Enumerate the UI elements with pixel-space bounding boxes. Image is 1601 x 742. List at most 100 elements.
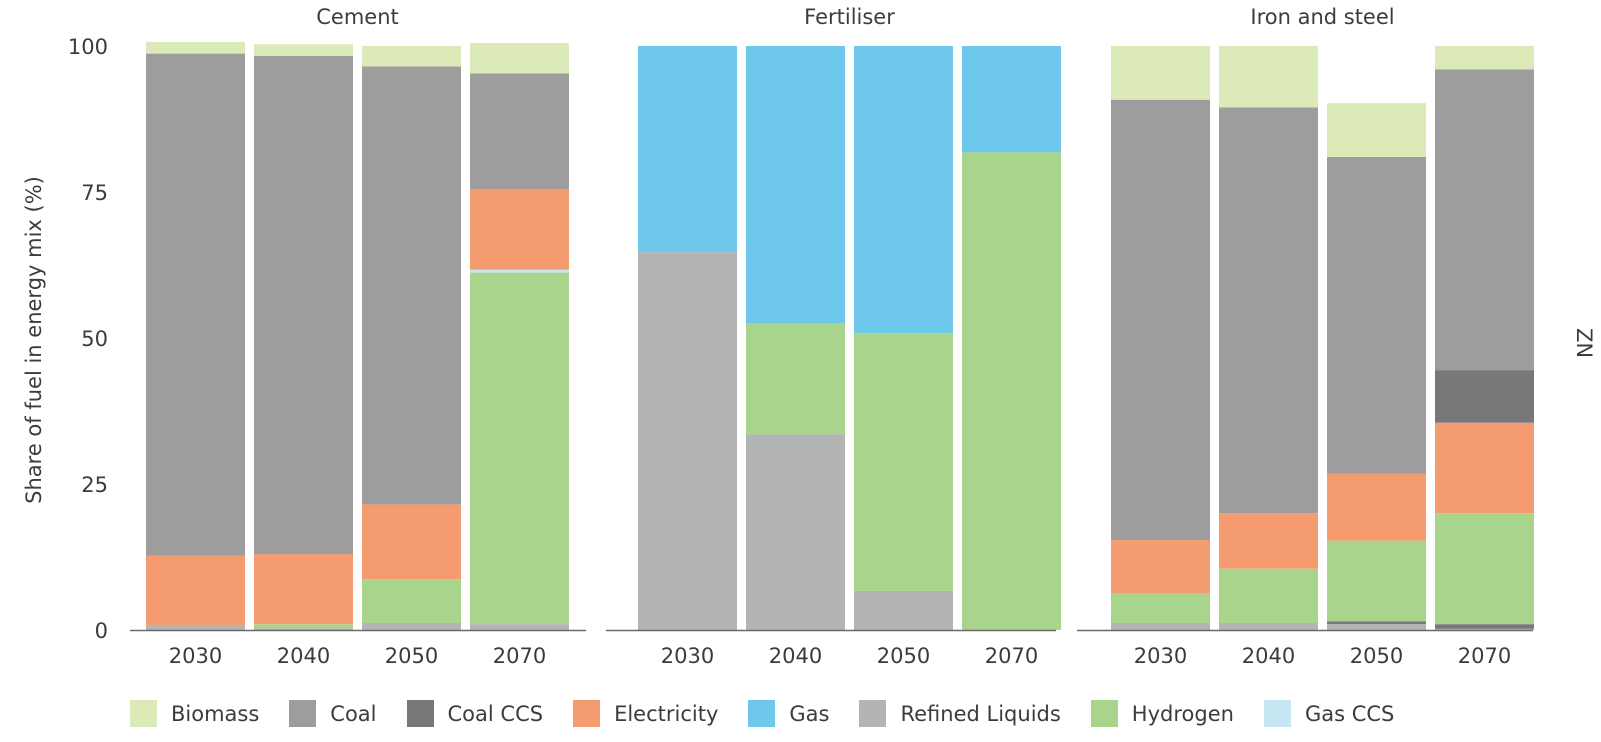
legend-label: Refined Liquids <box>900 701 1061 726</box>
legend-swatch <box>289 700 317 727</box>
segment-refined-liquids <box>254 628 353 630</box>
segment-refined-liquids <box>854 590 953 630</box>
segment-electricity <box>254 554 353 625</box>
x-tick-label: 2040 <box>769 644 822 668</box>
bar-2070 <box>962 46 1061 630</box>
legend-item: Gas CCS <box>1263 700 1395 727</box>
segment-electricity <box>1327 473 1426 541</box>
segment-electricity <box>362 504 461 580</box>
x-tick-label: 2070 <box>1458 644 1511 668</box>
segment-electricity <box>1111 540 1210 594</box>
y-tick-label: 0 <box>95 619 108 643</box>
legend-swatch <box>859 700 887 727</box>
legend-swatch <box>573 700 601 727</box>
segment-hydrogen <box>470 272 569 625</box>
segment-biomass <box>1111 46 1210 100</box>
segment-biomass <box>1219 46 1318 108</box>
segment-biomass <box>146 41 245 54</box>
segment-hydrogen <box>1111 593 1210 623</box>
x-tick-label: 2050 <box>1350 644 1403 668</box>
legend-item: Electricity <box>573 700 718 727</box>
segment-gas-ccs <box>470 269 569 273</box>
segment-refined-liquids <box>470 624 569 630</box>
segment-hydrogen <box>746 323 845 435</box>
segment-refined-liquids <box>1327 624 1426 630</box>
bar-2040 <box>1219 46 1318 630</box>
panels: Cement 2030 2040 2050 2070 Fertiliser 2030 2040… <box>130 5 1534 668</box>
segment-electricity <box>1219 513 1318 569</box>
bar-2070 <box>470 43 569 630</box>
bar-2040 <box>746 46 845 630</box>
segment-refined-liquids <box>362 622 461 630</box>
panel-iron-and-steel: Iron and steel 2030 2040 2050 2070 <box>1077 5 1534 668</box>
bar-2030 <box>1111 46 1210 630</box>
legend-label: Electricity <box>614 701 719 726</box>
segment-refined-liquids <box>1435 628 1534 630</box>
bar-2050 <box>362 46 461 630</box>
x-tick-label: 2050 <box>877 644 930 668</box>
legend-item: Coal CCS <box>406 700 544 727</box>
y-axis: 0 25 50 75 100 <box>68 35 108 643</box>
legend-label: Gas CCS <box>1304 701 1395 726</box>
segment-gas <box>854 46 953 334</box>
panel-cement: Cement 2030 2040 2050 2070 <box>130 5 586 668</box>
segment-refined-liquids <box>1111 622 1210 630</box>
segment-coal-ccs <box>1435 370 1534 423</box>
legend: Biomass Coal Coal CCS Electricity Gas Refined… <box>130 700 1424 727</box>
legend-label: Coal CCS <box>447 701 544 726</box>
x-tick-label: 2070 <box>985 644 1038 668</box>
segment-electricity <box>1435 422 1534 514</box>
segment-hydrogen <box>1327 540 1426 622</box>
segment-coal <box>470 73 569 190</box>
segment-biomass <box>470 43 569 74</box>
segment-biomass <box>362 46 461 67</box>
x-tick-label: 2070 <box>493 644 546 668</box>
bar-2040 <box>254 44 353 630</box>
segment-coal <box>1435 69 1534 371</box>
y-tick-label: 100 <box>68 35 108 59</box>
legend-label: Biomass <box>171 701 260 726</box>
segment-coal <box>1327 156 1426 474</box>
x-tick-label: 2030 <box>1134 644 1187 668</box>
legend-item: Gas <box>748 700 829 727</box>
legend-label: Gas <box>789 701 830 726</box>
panel-title: Cement <box>316 5 399 29</box>
x-tick-label: 2050 <box>385 644 438 668</box>
legend-item: Biomass <box>130 700 259 727</box>
segment-gas <box>962 46 1061 153</box>
y-tick-label: 75 <box>81 181 108 205</box>
legend-swatch <box>1090 700 1118 727</box>
legend-item: Refined Liquids <box>859 700 1061 727</box>
x-tick-label: 2040 <box>1242 644 1295 668</box>
bar-2050 <box>854 46 953 630</box>
segment-electricity <box>146 555 245 626</box>
legend-swatch <box>1263 700 1291 727</box>
segment-hydrogen <box>362 579 461 623</box>
segment-refined-liquids <box>1219 622 1318 630</box>
bar-2070 <box>1435 46 1534 630</box>
segment-hydrogen <box>854 333 953 591</box>
bar-2050 <box>1327 103 1426 630</box>
x-tick-label: 2030 <box>661 644 714 668</box>
side-label: ZN <box>1572 328 1596 358</box>
segment-coal <box>1111 99 1210 541</box>
segment-hydrogen <box>1435 513 1534 625</box>
segment-coal <box>146 53 245 556</box>
panel-title: Iron and steel <box>1250 5 1394 29</box>
segment-refined-liquids <box>746 434 845 630</box>
bar-2030 <box>146 41 245 630</box>
legend-swatch <box>406 700 434 727</box>
x-tick-label: 2040 <box>277 644 330 668</box>
panel-fertiliser: Fertiliser 2030 2040 2050 2070 <box>606 5 1061 668</box>
segment-coal <box>254 55 353 555</box>
legend-item: Coal <box>289 700 377 727</box>
segment-coal <box>362 66 461 505</box>
segment-gas <box>638 46 737 253</box>
segment-refined-liquids <box>146 625 245 630</box>
legend-label: Hydrogen <box>1131 701 1234 726</box>
legend-item: Hydrogen <box>1090 700 1234 727</box>
segment-coal-ccs <box>1435 624 1534 629</box>
x-tick-label: 2030 <box>169 644 222 668</box>
y-axis-label: Share of fuel in energy mix (%) <box>22 176 46 504</box>
